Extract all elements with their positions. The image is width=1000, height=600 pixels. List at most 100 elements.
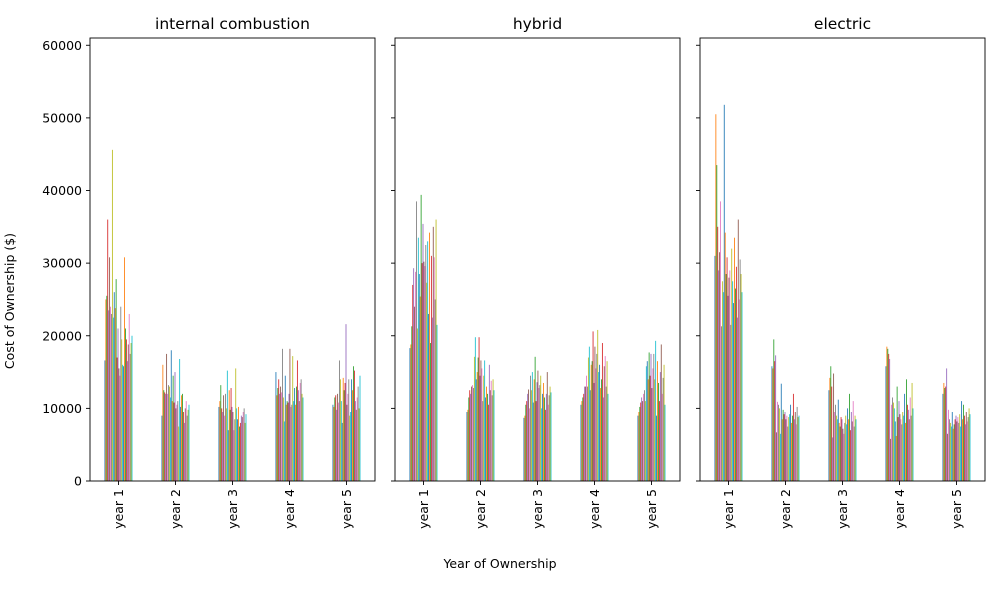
bar	[282, 397, 284, 481]
x-axis-title: Year of Ownership	[442, 556, 556, 571]
bar	[243, 408, 245, 481]
y-tick-label: 0	[74, 474, 82, 489]
bar	[524, 415, 526, 481]
bar	[549, 386, 551, 481]
bar	[118, 368, 120, 481]
bar	[643, 393, 644, 481]
bar	[583, 393, 585, 481]
bar	[949, 419, 950, 481]
bar	[849, 430, 851, 481]
x-tick-label: year 1	[111, 489, 126, 529]
bar	[957, 417, 959, 481]
bar	[547, 404, 549, 481]
bar	[960, 426, 962, 481]
bar	[720, 201, 721, 481]
bar	[599, 364, 601, 481]
bar	[597, 329, 599, 481]
bar	[336, 409, 338, 481]
bar	[651, 388, 653, 481]
bar	[901, 424, 903, 481]
bar	[232, 412, 234, 481]
bar	[786, 415, 788, 481]
bar	[171, 401, 173, 481]
bar	[479, 375, 481, 481]
bar	[411, 326, 413, 481]
bar	[281, 392, 282, 481]
bar	[104, 360, 106, 481]
bar	[345, 324, 347, 481]
bar	[166, 353, 168, 481]
bar-group-1-1	[466, 337, 495, 481]
bar	[842, 428, 844, 481]
bar	[886, 346, 888, 481]
bar	[888, 353, 890, 481]
bar	[120, 306, 122, 481]
bar	[347, 393, 349, 481]
x-tick-label: year 2	[168, 489, 183, 529]
bar	[890, 438, 892, 481]
bar	[731, 248, 733, 481]
bar	[245, 414, 247, 481]
bar	[733, 303, 735, 481]
bar	[164, 392, 166, 481]
bar	[228, 390, 230, 481]
bar	[428, 313, 430, 481]
bar	[339, 379, 341, 481]
bar	[436, 324, 438, 481]
bar	[222, 412, 224, 481]
bar	[596, 353, 598, 481]
bar	[944, 388, 946, 481]
bar	[242, 412, 244, 481]
bar	[341, 422, 343, 481]
y-tick-label: 10000	[42, 401, 82, 416]
bar	[797, 417, 799, 481]
x-tick-label: year 4	[282, 489, 297, 529]
bar	[233, 430, 235, 481]
bar	[650, 353, 652, 481]
bar	[582, 397, 584, 481]
bar	[640, 402, 642, 481]
panel-2: electric year 1 year 2 year 3 year 4 year 5	[696, 15, 986, 529]
bar	[523, 417, 525, 481]
bar	[528, 389, 530, 481]
bar	[602, 397, 604, 481]
bar	[176, 404, 178, 481]
bar	[223, 395, 225, 481]
bar	[961, 401, 963, 481]
x-tick-label: year 4	[892, 489, 907, 529]
bar	[889, 358, 891, 481]
bar	[168, 386, 170, 481]
bar	[584, 386, 586, 481]
bar	[426, 282, 428, 481]
bar	[182, 393, 183, 481]
bar	[725, 274, 727, 481]
bar	[124, 257, 125, 481]
bar	[660, 344, 662, 481]
bar	[967, 417, 969, 481]
bar	[162, 364, 164, 481]
bar	[108, 310, 110, 481]
bar	[225, 408, 227, 481]
bar	[430, 255, 432, 481]
bar	[830, 366, 832, 481]
bar	[239, 422, 241, 481]
bar	[783, 414, 785, 481]
bar	[469, 390, 471, 481]
bar	[658, 401, 660, 481]
bar	[526, 401, 528, 481]
bar	[896, 386, 898, 481]
bar	[413, 268, 415, 481]
bar	[912, 408, 914, 481]
bar	[163, 390, 165, 481]
bar	[224, 415, 225, 481]
bar	[484, 360, 486, 481]
bar	[903, 415, 905, 481]
bar	[835, 415, 837, 481]
bar	[175, 408, 177, 481]
bar	[740, 274, 742, 481]
bar	[964, 424, 966, 481]
bar	[542, 393, 544, 481]
bar	[943, 382, 945, 481]
bar	[592, 331, 594, 481]
